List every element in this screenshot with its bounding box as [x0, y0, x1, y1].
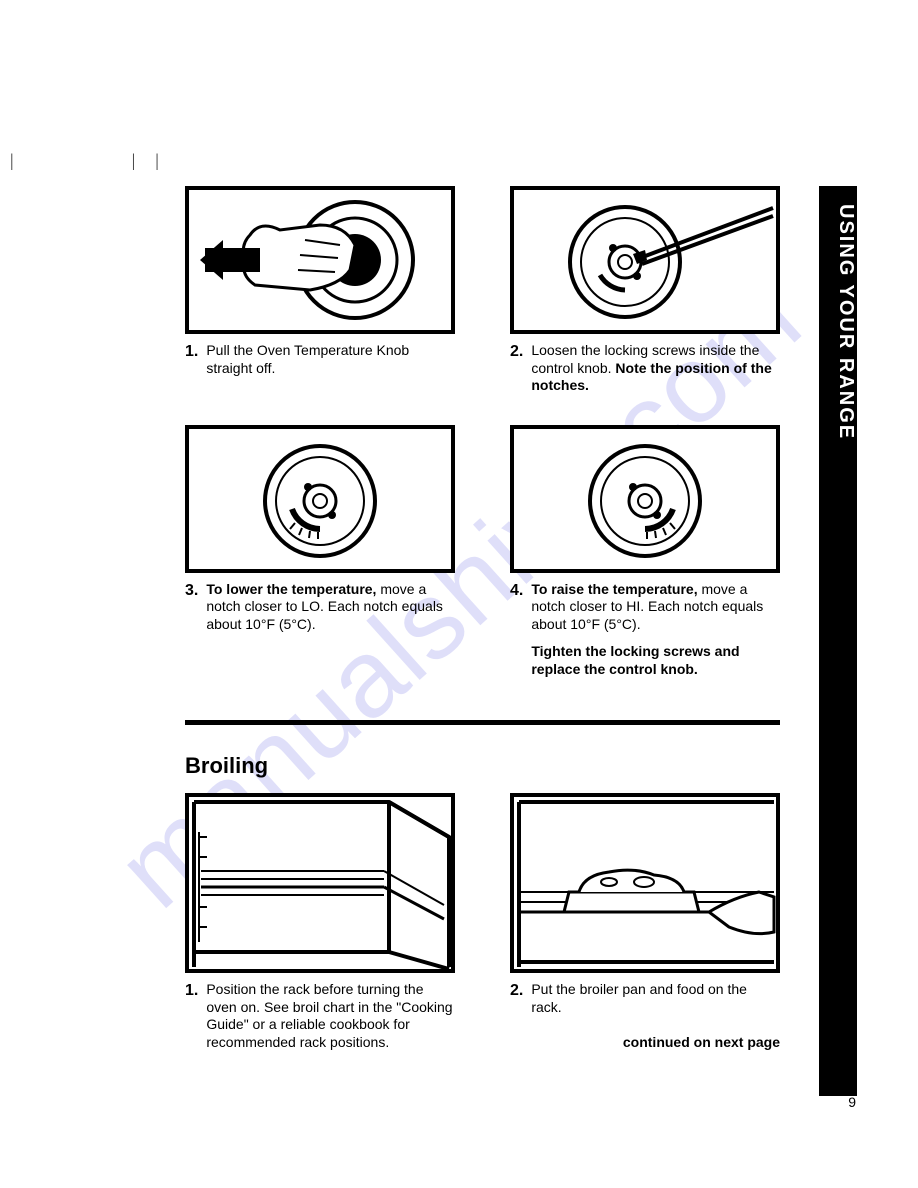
sidebar-label: USING YOUR RANGE [835, 204, 857, 440]
step-text: To lower the temperature, move a notch c… [204, 581, 455, 634]
step-number: 1. [185, 981, 198, 1051]
step-1: 1. Pull the Oven Temperature Knob straig… [185, 186, 455, 395]
dial-lo-illustration [190, 429, 450, 569]
knob-pull-illustration [190, 190, 450, 330]
step-3: 3. To lower the temperature, move a notc… [185, 425, 455, 679]
section-title: Broiling [185, 753, 780, 779]
scan-marks: | || [10, 150, 179, 171]
figure-3 [185, 425, 455, 573]
page-number: 9 [848, 1094, 856, 1110]
step-2: 2. Loosen the locking screws inside the … [510, 186, 780, 395]
caption-6: 2. Put the broiler pan and food on the r… [510, 981, 780, 1016]
dial-hi-illustration [515, 429, 775, 569]
figure-5 [185, 793, 455, 973]
oven-rack-illustration [189, 797, 451, 969]
sidebar-tab: USING YOUR RANGE [819, 186, 857, 1096]
knob-screwdriver-illustration [515, 190, 775, 330]
step-text: Pull the Oven Temperature Knob straight … [204, 342, 455, 377]
broiler-pan-illustration [514, 797, 776, 969]
step-number: 3. [185, 581, 198, 634]
figure-1 [185, 186, 455, 334]
figure-6 [510, 793, 780, 973]
caption-5: 1. Position the rack before turning the … [185, 981, 455, 1051]
text-bold: To lower the temperature, [206, 581, 376, 597]
step-4: 4. To raise the temperature, move a notc… [510, 425, 780, 679]
caption-1: 1. Pull the Oven Temperature Knob straig… [185, 342, 455, 377]
step-text: Loosen the locking screws inside the con… [529, 342, 780, 395]
caption-2: 2. Loosen the locking screws inside the … [510, 342, 780, 395]
section-divider [185, 720, 780, 725]
text-bold: To raise the temperature, [531, 581, 697, 597]
step-text: Put the broiler pan and food on the rack… [529, 981, 780, 1016]
step-number: 4. [510, 581, 523, 679]
figure-4 [510, 425, 780, 573]
row-2: 3. To lower the temperature, move a notc… [185, 425, 780, 679]
caption-3: 3. To lower the temperature, move a notc… [185, 581, 455, 634]
row-1: 1. Pull the Oven Temperature Knob straig… [185, 186, 780, 395]
caption-4: 4. To raise the temperature, move a notc… [510, 581, 780, 679]
page: | || manualshive.com USING YOUR RANGE [0, 0, 918, 1188]
row-3: 1. Position the rack before turning the … [185, 793, 780, 1051]
step-text: To raise the temperature, move a notch c… [529, 581, 780, 679]
broil-step-1: 1. Position the rack before turning the … [185, 793, 455, 1051]
step-number: 2. [510, 981, 523, 1016]
broil-step-2: 2. Put the broiler pan and food on the r… [510, 793, 780, 1051]
main-content: 1. Pull the Oven Temperature Knob straig… [185, 186, 780, 1061]
step-number: 2. [510, 342, 523, 395]
text-bold-2: Tighten the locking screws and replace t… [531, 643, 739, 677]
figure-2 [510, 186, 780, 334]
continued-text: continued on next page [510, 1034, 780, 1050]
step-text: Position the rack before turning the ove… [204, 981, 455, 1051]
step-number: 1. [185, 342, 198, 377]
